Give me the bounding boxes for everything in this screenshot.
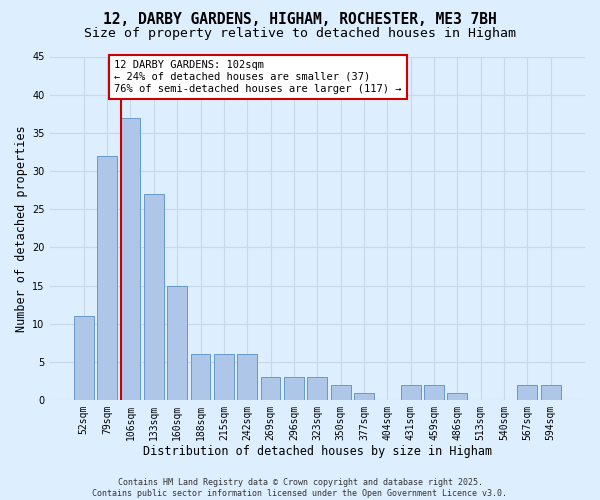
Text: 12 DARBY GARDENS: 102sqm
← 24% of detached houses are smaller (37)
76% of semi-d: 12 DARBY GARDENS: 102sqm ← 24% of detach… [114, 60, 401, 94]
Text: Size of property relative to detached houses in Higham: Size of property relative to detached ho… [84, 28, 516, 40]
Bar [541, 385, 560, 400]
Bar [307, 378, 327, 400]
Y-axis label: Number of detached properties: Number of detached properties [15, 125, 28, 332]
Bar [121, 118, 140, 400]
Bar [517, 385, 538, 400]
Text: Contains HM Land Registry data © Crown copyright and database right 2025.
Contai: Contains HM Land Registry data © Crown c… [92, 478, 508, 498]
Bar [448, 392, 467, 400]
Bar [74, 316, 94, 400]
Bar [424, 385, 444, 400]
Bar [237, 354, 257, 400]
Bar [401, 385, 421, 400]
Bar [191, 354, 211, 400]
Bar [97, 156, 117, 400]
Bar [284, 378, 304, 400]
Bar [354, 392, 374, 400]
X-axis label: Distribution of detached houses by size in Higham: Distribution of detached houses by size … [143, 444, 492, 458]
Bar [167, 286, 187, 400]
Bar [214, 354, 234, 400]
Bar [331, 385, 350, 400]
Bar [144, 194, 164, 400]
Text: 12, DARBY GARDENS, HIGHAM, ROCHESTER, ME3 7BH: 12, DARBY GARDENS, HIGHAM, ROCHESTER, ME… [103, 12, 497, 28]
Bar [260, 378, 280, 400]
